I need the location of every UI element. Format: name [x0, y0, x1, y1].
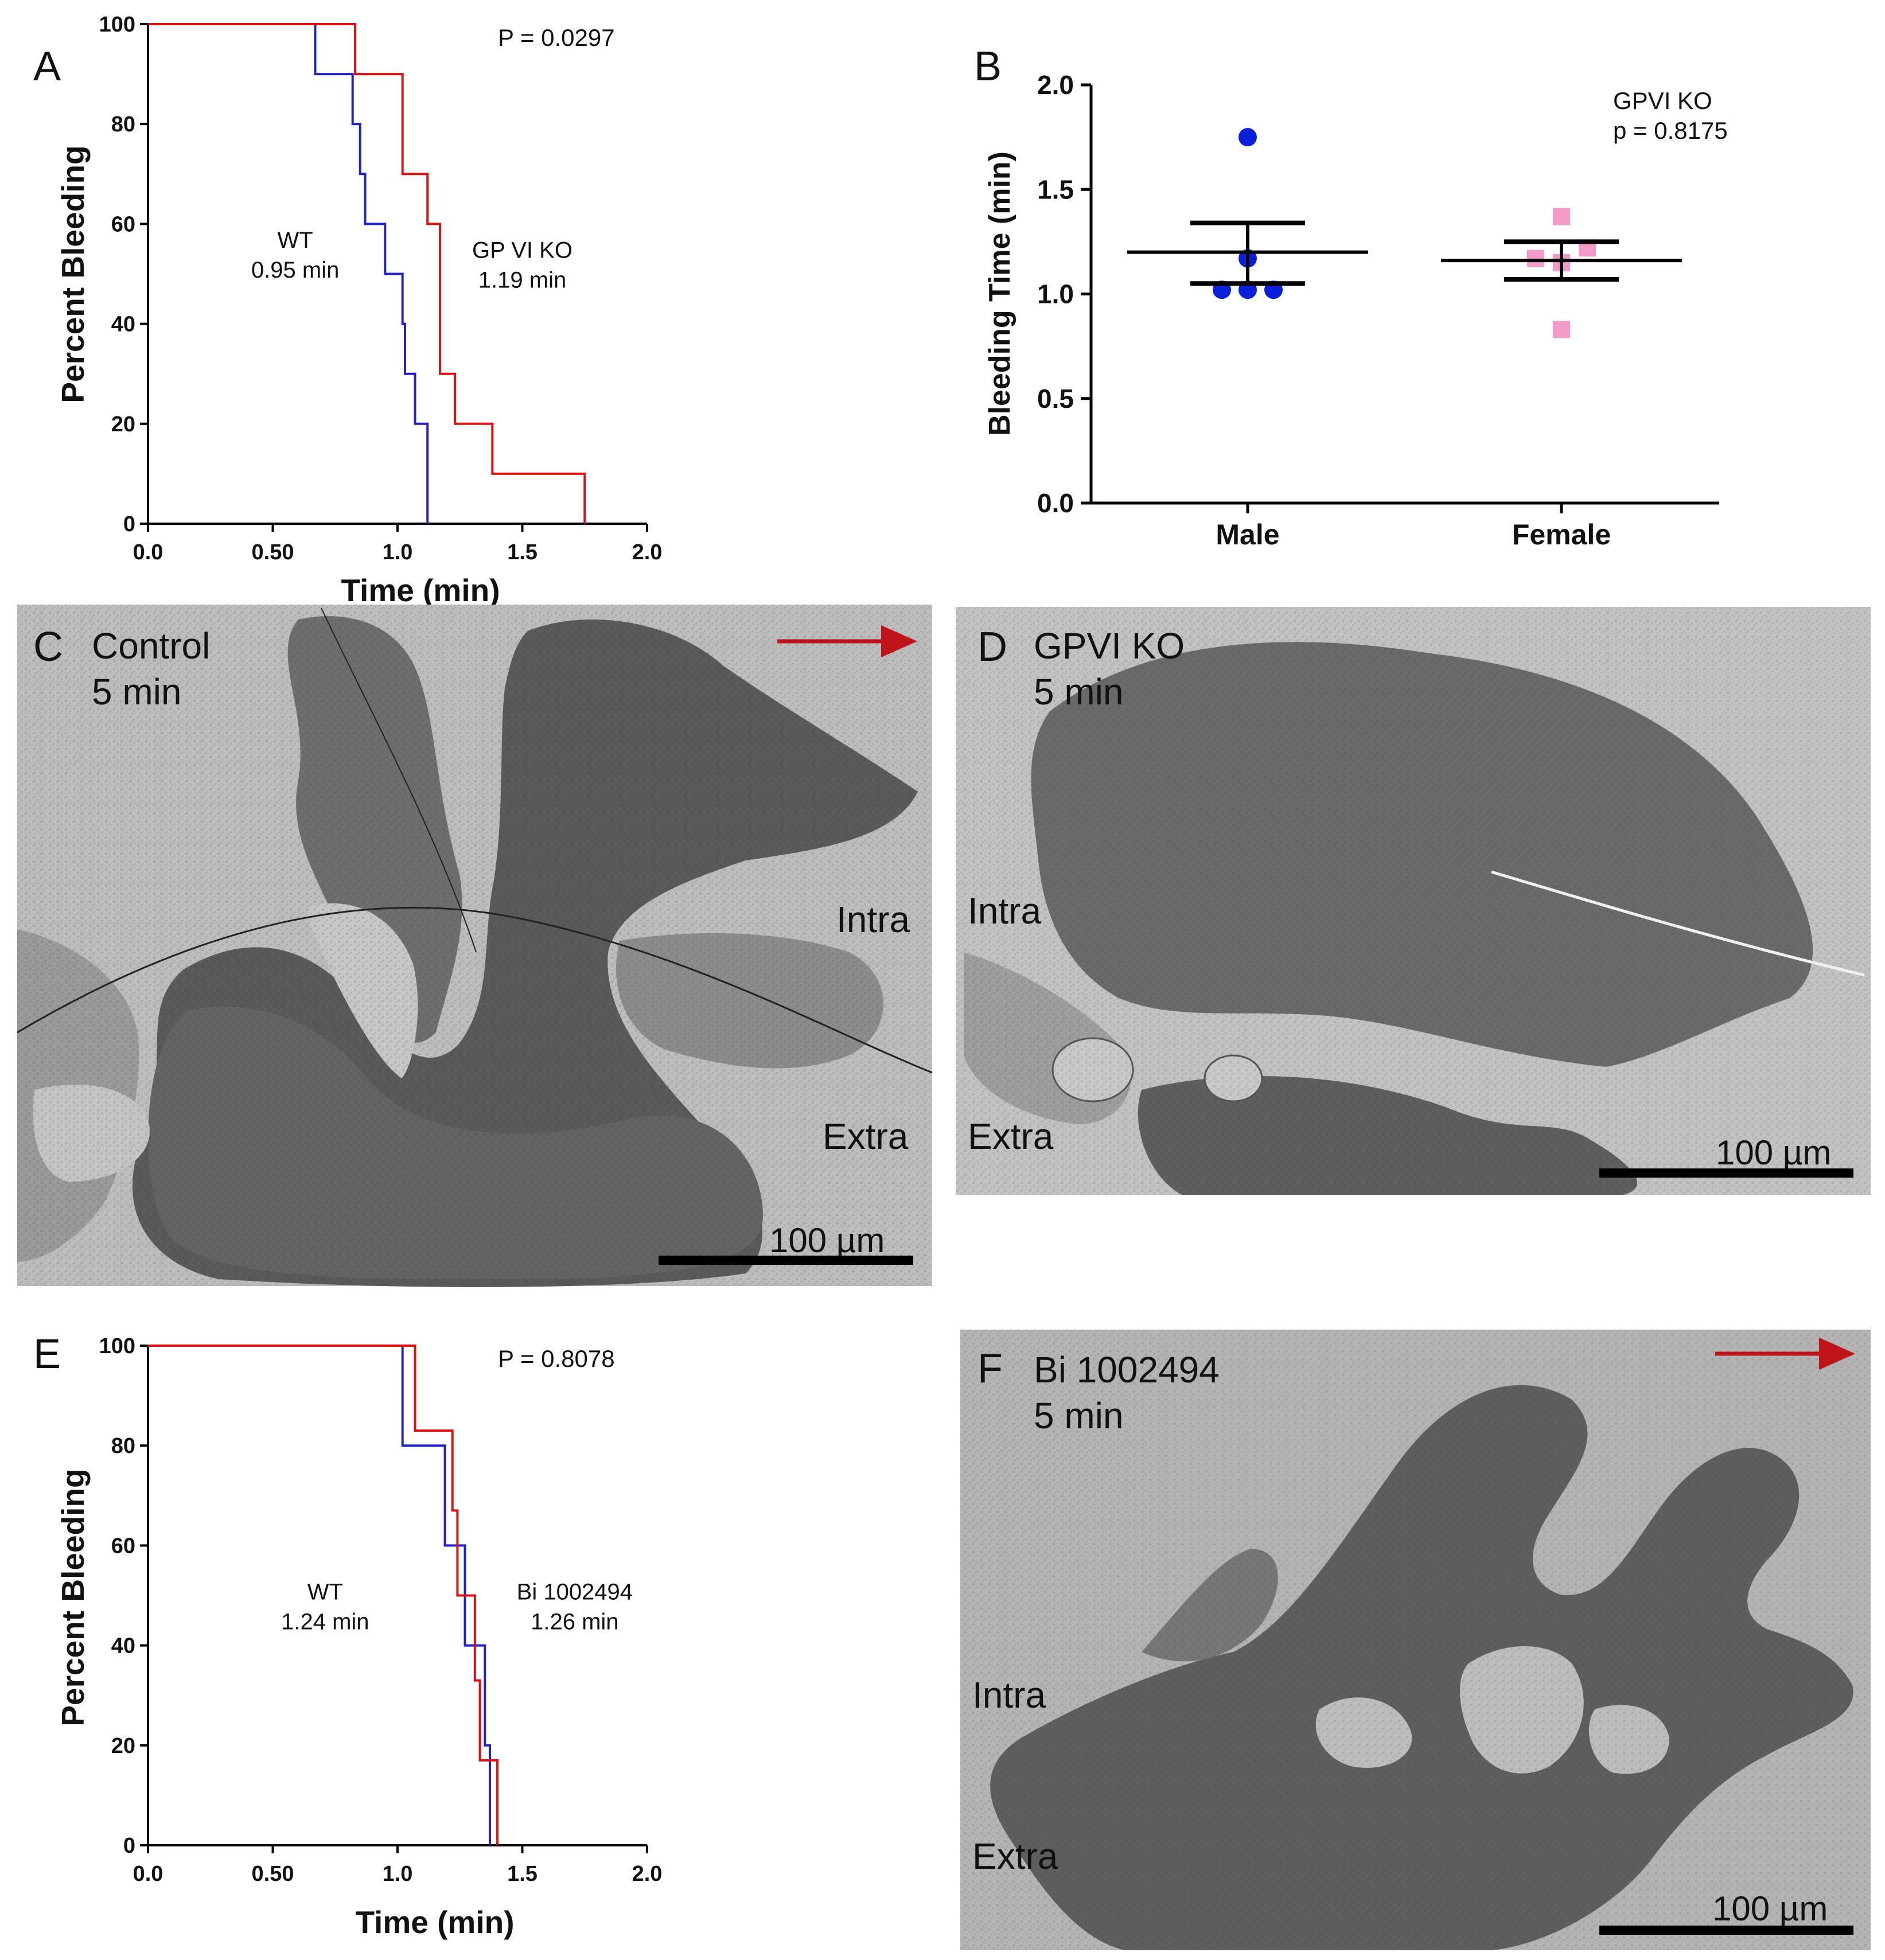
panel-a-x-tick-label: 0.0 — [133, 540, 163, 564]
panel-b-y-tick-label: 2.0 — [1037, 70, 1074, 100]
panel-d-scale-label: 100 µm — [1716, 1133, 1831, 1172]
panel-a-y-tick-label: 20 — [111, 412, 135, 437]
panel-e-y-axis-label: Percent Bleeding — [55, 1468, 91, 1726]
panel-e-annotation-2-name: Bi 1002494 — [517, 1579, 633, 1604]
panel-e-series-2-line — [148, 1345, 498, 1845]
panel-e-series-1-line — [148, 1345, 491, 1845]
panel-a-p-value: P = 0.0297 — [498, 24, 615, 51]
panel-e-y-tick-label: 20 — [111, 1734, 135, 1758]
panel-c-extra-label: Extra — [823, 1116, 909, 1157]
panel-a-series-2-line — [148, 23, 586, 524]
panel-f-clot-texture — [960, 1330, 1871, 1950]
panel-e-y-tick-label: 100 — [99, 1334, 135, 1358]
panel-a-x-axis-label: Time (min) — [341, 572, 500, 608]
panel-letter-f: F — [977, 1346, 1003, 1392]
panel-a-x-tick-label: 2.0 — [632, 540, 663, 564]
panel-e-survival-chart: E 0.0 0.50 1.0 1.5 2.0 0 20 40 60 80 100 WT 1.24 mi… — [33, 1331, 662, 1940]
panel-c-title-line2: 5 min — [92, 671, 182, 712]
panel-b-point-female — [1553, 208, 1570, 225]
panel-a-y-tick-label: 40 — [111, 313, 135, 337]
panel-c-clot — [17, 605, 933, 1287]
panel-d-clot-texture — [956, 607, 1871, 1195]
panel-b-annotation-p: p = 0.8175 — [1613, 117, 1728, 144]
panel-b-point-female — [1553, 321, 1570, 338]
panel-a-annotation-1-value: 0.95 min — [251, 258, 339, 283]
panel-f-scale-label: 100 µm — [1712, 1889, 1828, 1928]
panel-d-title-line2: 5 min — [1034, 671, 1124, 712]
panel-e-y-tick-label: 40 — [111, 1634, 135, 1658]
panel-e-axes: 0.0 0.50 1.0 1.5 2.0 0 20 40 60 80 100 — [99, 1334, 663, 1886]
panel-f-title-line2: 5 min — [1034, 1395, 1124, 1436]
panel-f-micrograph: F Bi 1002494 5 min Intra Extra 100 µm — [960, 1330, 1871, 1950]
panel-d-title-line1: GPVI KO — [1034, 625, 1185, 667]
panel-a-y-tick-label: 100 — [99, 13, 135, 37]
panel-f-intra-label: Intra — [972, 1674, 1046, 1716]
panel-b-annotation-title: GPVI KO — [1613, 87, 1712, 114]
panel-a-axes: 0.0 0.50 1.0 1.5 2.0 0 20 40 60 80 100 — [99, 13, 663, 564]
panel-e-p-value: P = 0.8078 — [498, 1345, 615, 1372]
panel-d-clot — [956, 607, 1871, 1195]
panel-letter-d: D — [977, 624, 1007, 670]
panel-e-y-tick-label: 0 — [123, 1834, 135, 1858]
panel-c-intra-label: Intra — [836, 899, 910, 940]
panel-b-x-tick-label: Male — [1216, 519, 1279, 551]
panel-letter-e: E — [33, 1331, 61, 1377]
panel-e-y-tick-label: 80 — [111, 1434, 135, 1458]
panel-c-title-line1: Control — [92, 625, 210, 667]
panel-f-clot — [960, 1330, 1871, 1950]
panel-a-series: WT 0.95 min GP VI KO 1.19 min — [148, 23, 586, 524]
panel-letter-c: C — [33, 624, 63, 670]
panel-d-extra-label: Extra — [968, 1116, 1054, 1157]
panel-e-x-tick-label: 1.0 — [383, 1862, 413, 1886]
panel-e-x-tick-label: 2.0 — [632, 1862, 663, 1886]
panel-c-scale-label: 100 µm — [769, 1221, 885, 1260]
panel-b-axes: 0.0 0.5 1.0 1.5 2.0 Male Female — [1037, 70, 1719, 551]
panel-a-x-tick-label: 1.0 — [383, 540, 413, 564]
panel-d-micrograph: D GPVI KO 5 min Intra Extra 100 µm — [956, 607, 1871, 1195]
panel-e-annotation-2-value: 1.26 min — [531, 1609, 618, 1634]
panel-a-survival-chart: A 0.0 0.50 1.0 1.5 2.0 0 20 40 60 80 100 WT 0.95 mi… — [33, 13, 662, 608]
panel-a-y-tick-label: 0 — [123, 512, 135, 536]
panel-a-y-tick-label: 60 — [111, 212, 135, 236]
panel-c-micrograph: C Control 5 min Intra Extra 100 µm — [17, 605, 933, 1287]
panel-a-series-1-line — [148, 23, 429, 524]
panel-a-x-tick-label: 1.5 — [507, 540, 538, 564]
panel-b-point-male — [1239, 128, 1257, 147]
panel-e-annotation-1-name: WT — [307, 1579, 343, 1604]
panel-a-y-tick-label: 80 — [111, 112, 135, 137]
panel-a-x-tick-label: 0.50 — [252, 540, 294, 564]
panel-c-clot-texture — [17, 605, 932, 1286]
panel-b-x-tick-label: Female — [1512, 519, 1611, 551]
panel-b-y-tick-label: 0.0 — [1037, 488, 1074, 518]
panel-e-series: WT 1.24 min Bi 1002494 1.26 min — [148, 1345, 633, 1845]
panel-a-y-axis-label: Percent Bleeding — [55, 145, 91, 403]
panel-letter-a: A — [33, 44, 61, 89]
panel-a-annotation-2-value: 1.19 min — [478, 268, 566, 293]
panel-e-annotation-1-value: 1.24 min — [281, 1609, 369, 1634]
panel-a-annotation-1-name: WT — [278, 228, 313, 253]
panel-b-points — [1127, 128, 1682, 338]
panel-e-x-tick-label: 0.0 — [133, 1862, 163, 1886]
panel-b-y-tick-label: 1.0 — [1037, 279, 1074, 309]
panel-d-intra-label: Intra — [968, 890, 1041, 932]
panel-e-x-tick-label: 1.5 — [507, 1862, 538, 1886]
panel-f-extra-label: Extra — [972, 1836, 1058, 1877]
panel-letter-b: B — [974, 44, 1002, 89]
panel-e-x-tick-label: 0.50 — [252, 1862, 294, 1886]
panel-a-annotation-2-name: GP VI KO — [472, 238, 572, 263]
panel-f-title-line1: Bi 1002494 — [1034, 1349, 1220, 1390]
panel-e-x-axis-label: Time (min) — [355, 1904, 514, 1940]
panel-b-y-tick-label: 1.5 — [1037, 174, 1074, 204]
panel-b-point-female — [1527, 250, 1544, 267]
panel-e-y-tick-label: 60 — [111, 1534, 135, 1558]
panel-b-y-tick-label: 0.5 — [1037, 384, 1074, 414]
panel-b-scatter-chart: B 0.0 0.5 1.0 1.5 2.0 Male Female GPVI KO p = … — [974, 44, 1728, 551]
panel-b-y-axis-label: Bleeding Time (min) — [983, 151, 1017, 436]
